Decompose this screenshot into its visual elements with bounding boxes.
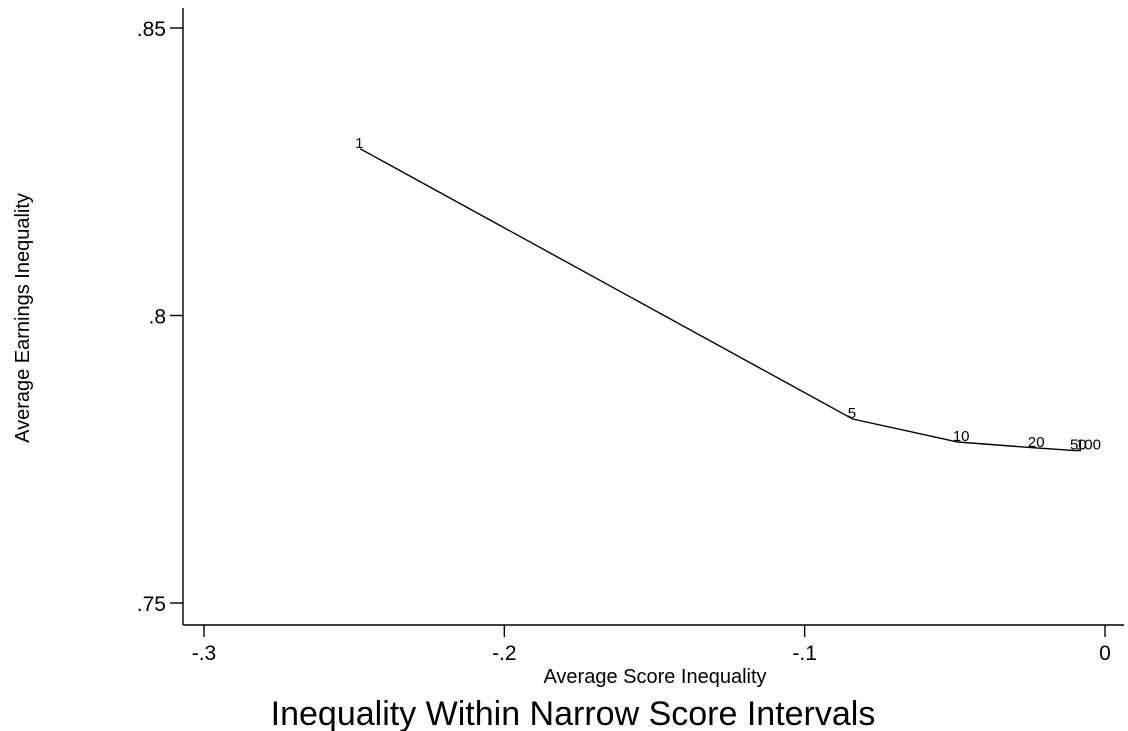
x-tick-label: -.2 — [492, 642, 517, 665]
y-tick-label: .85 — [137, 18, 166, 41]
point-label: 5 — [848, 405, 856, 422]
x-tick-label: -.1 — [792, 642, 817, 665]
y-tick-label: .8 — [148, 306, 166, 329]
point-label: 10 — [953, 428, 970, 445]
point-label: 50 — [1070, 437, 1087, 454]
chart-title: Inequality Within Narrow Score Intervals — [271, 695, 876, 731]
point-label: 1 — [355, 135, 363, 152]
x-tick-label: 0 — [1099, 642, 1111, 665]
point-label: 100 — [1076, 437, 1101, 454]
y-axis: .75 .8 .85 — [137, 8, 184, 625]
series-line — [359, 148, 1081, 452]
point-label: 20 — [1028, 434, 1045, 451]
x-axis: -.3 -.2 -.1 0 — [183, 624, 1124, 665]
x-axis-label: Average Score Inequality — [543, 666, 766, 688]
y-axis-label: Average Earnings Inequality — [12, 193, 34, 443]
x-tick-label: -.3 — [192, 642, 217, 665]
y-tick-label: .75 — [137, 593, 166, 616]
